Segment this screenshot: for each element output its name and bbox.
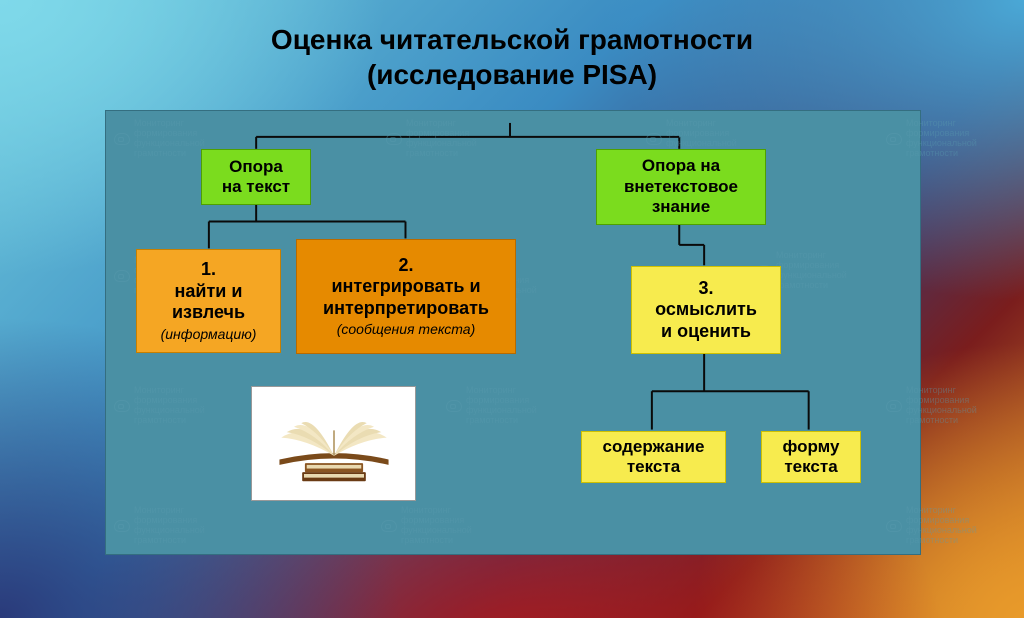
diagram-panel: Мониторингформированияфункциональнойграм… bbox=[105, 110, 921, 555]
node-n3: 1.найти иизвлечь(информацию) bbox=[136, 249, 281, 353]
node-n5: 3.осмыслитьи оценить bbox=[631, 266, 781, 354]
watermark: Мониторингформированияфункциональнойграм… bbox=[114, 119, 205, 159]
node-n6: содержаниетекста bbox=[581, 431, 726, 483]
watermark: Мониторингформированияфункциональнойграм… bbox=[114, 386, 205, 426]
node-n7: формутекста bbox=[761, 431, 861, 483]
book-image bbox=[251, 386, 416, 501]
watermark: Мониторингформированияфункциональнойграм… bbox=[446, 386, 537, 426]
node-n1: Опорана текст bbox=[201, 149, 311, 205]
watermark: Мониторингформированияфункциональнойграм… bbox=[114, 506, 205, 546]
node-n2: Опора навнетекстовоезнание bbox=[596, 149, 766, 225]
open-book-icon bbox=[259, 394, 409, 494]
title-line-2: (исследование PISA) bbox=[367, 59, 657, 90]
watermark: Мониторингформированияфункциональнойграм… bbox=[381, 506, 472, 546]
slide-title: Оценка читательской грамотности (исследо… bbox=[0, 22, 1024, 92]
watermark: Мониторингформированияфункциональнойграм… bbox=[386, 119, 477, 159]
slide-background: Оценка читательской грамотности (исследо… bbox=[0, 0, 1024, 618]
watermark: Мониторингформированияфункциональнойграм… bbox=[886, 506, 977, 546]
watermark: Мониторингформированияфункциональнойграм… bbox=[886, 119, 977, 159]
node-n4: 2.интегрировать иинтерпретировать(сообще… bbox=[296, 239, 516, 354]
watermark: Мониторингформированияфункциональнойграм… bbox=[886, 386, 977, 426]
title-line-1: Оценка читательской грамотности bbox=[271, 24, 753, 55]
